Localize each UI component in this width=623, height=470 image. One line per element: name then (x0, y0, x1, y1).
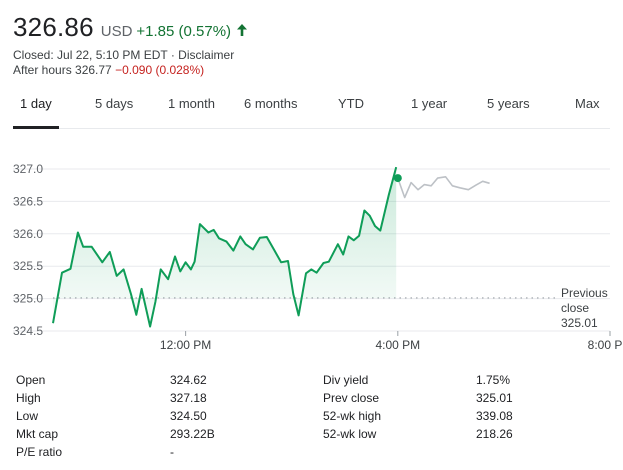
market-status: Closed: Jul 22, 5:10 PM EDT · Disclaimer (13, 48, 235, 62)
stat-row-low: Low 324.50 (16, 409, 216, 427)
stat-row-mkt-cap: Mkt cap 293.22B (16, 427, 216, 445)
stat-row-prev-close: Prev close 325.01 (323, 391, 523, 409)
stat-row-div-yield: Div yield 1.75% (323, 373, 523, 391)
stat-label: High (16, 391, 41, 405)
tab-1-day[interactable]: 1 day (20, 96, 52, 111)
stat-label: Low (16, 409, 39, 423)
after-hours-change: −0.090 (0.028%) (115, 63, 205, 77)
x-tick-label: 8:00 PM (588, 338, 623, 352)
active-tab-indicator (13, 126, 59, 129)
stat-value: - (170, 445, 174, 459)
stat-value: 327.18 (170, 391, 207, 405)
stat-label: 52-wk high (323, 409, 382, 423)
stat-label: Div yield (323, 373, 369, 387)
tab-6-months[interactable]: 6 months (244, 96, 298, 111)
stat-row-52wk-low: 52-wk low 218.26 (323, 427, 523, 445)
y-axis: 327.0 326.5 326.0 325.5 325.0 324.5 (13, 162, 43, 338)
last-price-dot (393, 174, 402, 183)
last-price-marker (393, 174, 402, 183)
stat-value: 324.62 (170, 373, 207, 387)
tab-1-year[interactable]: 1 year (411, 96, 448, 111)
stats-right: Div yield 1.75% Prev close 325.01 52-wk hi… (323, 373, 523, 445)
stat-label: 52-wk low (323, 427, 377, 441)
stat-value: 324.50 (170, 409, 207, 423)
tab-max[interactable]: Max (575, 96, 600, 111)
stat-row-pe-ratio: P/E ratio - (16, 445, 216, 463)
y-tick-label: 325.0 (13, 292, 43, 306)
stat-row-high: High 327.18 (16, 391, 216, 409)
after-hours-line (397, 176, 490, 199)
y-tick-label: 326.0 (13, 227, 43, 241)
price-chart[interactable]: 327.0 326.5 326.0 325.5 325.0 324.5 12:00 PM 4… (0, 150, 623, 360)
regular-session-line (52, 166, 398, 328)
previous-close-label: Previous (561, 286, 608, 300)
price-change: +1.85 (0.57%) (136, 23, 232, 40)
stat-label: Mkt cap (16, 427, 59, 441)
after-hours-price: After hours 326.77 (13, 63, 112, 77)
y-tick-label: 326.5 (13, 194, 43, 208)
stat-value: 1.75% (476, 373, 511, 387)
x-axis: 12:00 PM 4:00 PM 8:00 PM (160, 331, 623, 352)
tab-ytd[interactable]: YTD (338, 96, 364, 111)
stat-value: 293.22B (170, 427, 215, 441)
gridlines (13, 168, 610, 332)
regular-session-fill (53, 167, 397, 327)
stat-label: P/E ratio (16, 445, 63, 459)
x-tick-label: 12:00 PM (160, 338, 211, 352)
tab-5-years[interactable]: 5 years (487, 96, 530, 111)
previous-close-label: 325.01 (561, 316, 598, 330)
previous-close-label: close (561, 301, 589, 315)
price-lines (52, 166, 490, 328)
range-tabs: 1 day 5 days 1 month 6 months YTD 1 year… (13, 90, 610, 129)
stat-value: 339.08 (476, 409, 513, 423)
y-tick-label: 325.5 (13, 259, 43, 273)
stat-value: 325.01 (476, 391, 513, 405)
stat-label: Prev close (323, 391, 380, 405)
stats-left: Open 324.62 High 327.18 Low 324.50 Mkt cap 2… (16, 373, 216, 463)
y-tick-label: 327.0 (13, 162, 43, 176)
x-tick-label: 4:00 PM (375, 338, 420, 352)
stat-row-52wk-high: 52-wk high 339.08 (323, 409, 523, 427)
stat-label: Open (16, 373, 46, 387)
regular-session-area (53, 167, 397, 327)
quote-header: 326.86 USD +1.85 (0.57%) (13, 12, 248, 43)
after-hours-line: After hours 326.77 −0.090 (0.028%) (13, 63, 204, 77)
y-tick-label: 324.5 (13, 324, 43, 338)
arrow-up-icon (237, 24, 248, 36)
stat-row-open: Open 324.62 (16, 373, 216, 391)
currency-code: USD (100, 23, 133, 40)
tab-1-month[interactable]: 1 month (168, 96, 215, 111)
tab-5-days[interactable]: 5 days (95, 96, 134, 111)
current-price: 326.86 (13, 12, 94, 42)
stat-value: 218.26 (476, 427, 513, 441)
